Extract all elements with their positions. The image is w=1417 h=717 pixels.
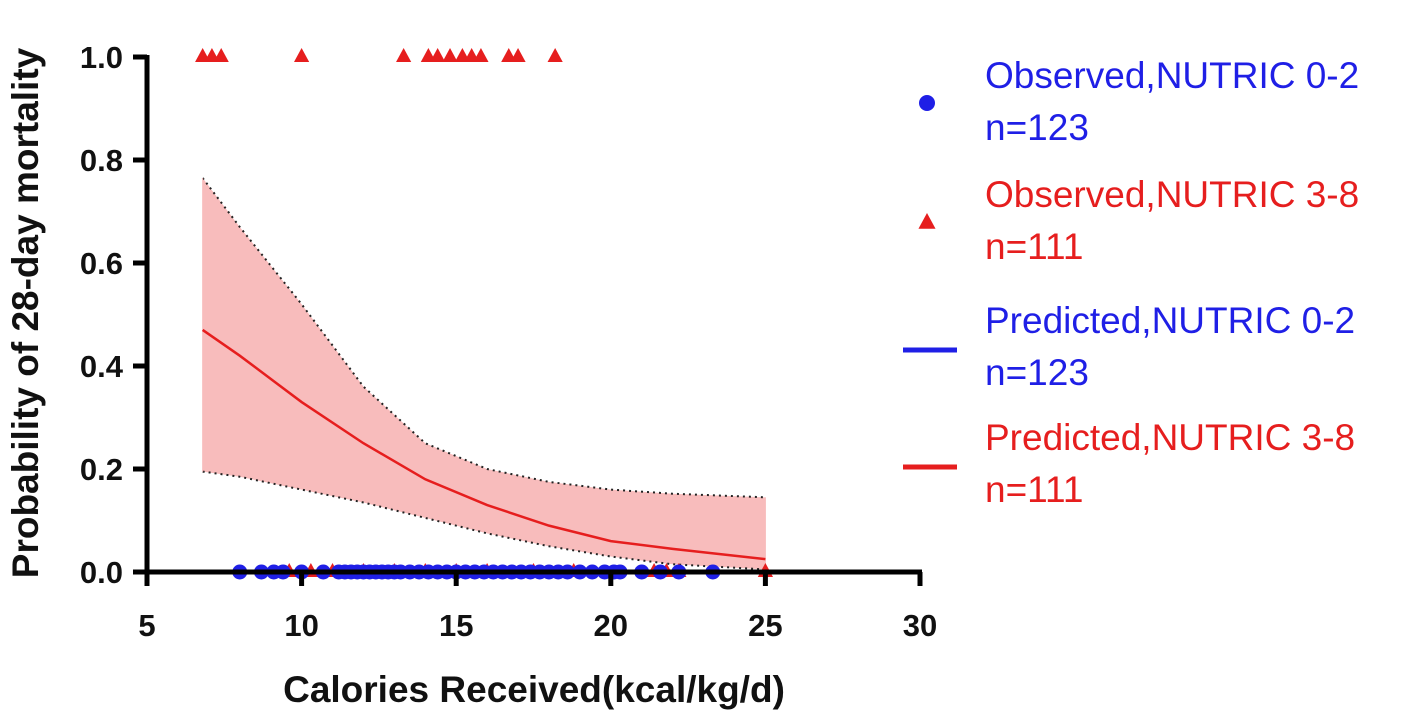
x-tick-label: 5 <box>138 608 155 643</box>
legend-n-label: n=111 <box>985 226 1083 267</box>
y-tick-label: 0.2 <box>80 452 123 487</box>
legend-item: Observed,NUTRIC 3-8 n=111 <box>918 174 1359 267</box>
observed-point-nutric-3-8 <box>213 48 229 62</box>
confidence-band <box>202 178 766 570</box>
legend-n-label: n=111 <box>985 469 1083 510</box>
y-tick-label: 0.4 <box>80 349 124 384</box>
x-axis-title: Calories Received(kcal/kg/d) <box>283 669 785 710</box>
legend-label: Observed,NUTRIC 0-2 <box>985 55 1359 96</box>
x-tick-label: 10 <box>284 608 318 643</box>
observed-point-nutric-3-8 <box>547 48 563 62</box>
y-tick-label: 0.8 <box>80 143 123 178</box>
legend: Observed,NUTRIC 0-2n=123Observed,NUTRIC … <box>903 55 1359 510</box>
observed-point-nutric-3-8 <box>430 48 446 62</box>
y-tick-label: 0.6 <box>80 246 123 281</box>
legend-n-label: n=123 <box>985 107 1089 148</box>
observed-point-nutric-3-8 <box>294 48 310 62</box>
y-tick-label: 0.0 <box>80 555 123 590</box>
legend-item: Predicted,NUTRIC 3-8 n=111 <box>903 417 1355 510</box>
x-tick-label: 25 <box>748 608 782 643</box>
legend-label: Predicted,NUTRIC 0-2 <box>985 300 1355 341</box>
legend-item: Observed,NUTRIC 0-2 n=123 <box>919 55 1359 148</box>
observed-point-nutric-3-8 <box>510 48 526 62</box>
observed-point-nutric-3-8 <box>442 48 458 62</box>
x-tick-label: 15 <box>439 608 473 643</box>
legend-circle-marker <box>919 95 935 111</box>
ci-upper-line <box>201 177 766 499</box>
x-tick-label: 20 <box>594 608 628 643</box>
y-tick-label: 1.0 <box>80 40 123 75</box>
legend-item: Predicted,NUTRIC 0-2 n=123 <box>903 300 1355 393</box>
axes <box>144 55 922 575</box>
observed-point-nutric-3-8 <box>396 48 412 62</box>
ci-lower-line <box>202 470 766 571</box>
legend-label: Observed,NUTRIC 3-8 <box>985 174 1359 215</box>
x-tick-label: 30 <box>903 608 937 643</box>
observed-point-nutric-3-8 <box>473 48 489 62</box>
y-axis-title: Probability of 28-day mortality <box>5 47 46 578</box>
plot-area <box>147 48 773 580</box>
predicted-line-nutric-3-8 <box>201 328 766 561</box>
legend-n-label: n=123 <box>985 352 1089 393</box>
ticks: 5 10 15 20 25 30 0.0 0.2 0.4 0.6 0.8 1.0 <box>80 40 937 643</box>
legend-triangle-marker <box>918 213 936 229</box>
legend-label: Predicted,NUTRIC 3-8 <box>985 417 1355 458</box>
